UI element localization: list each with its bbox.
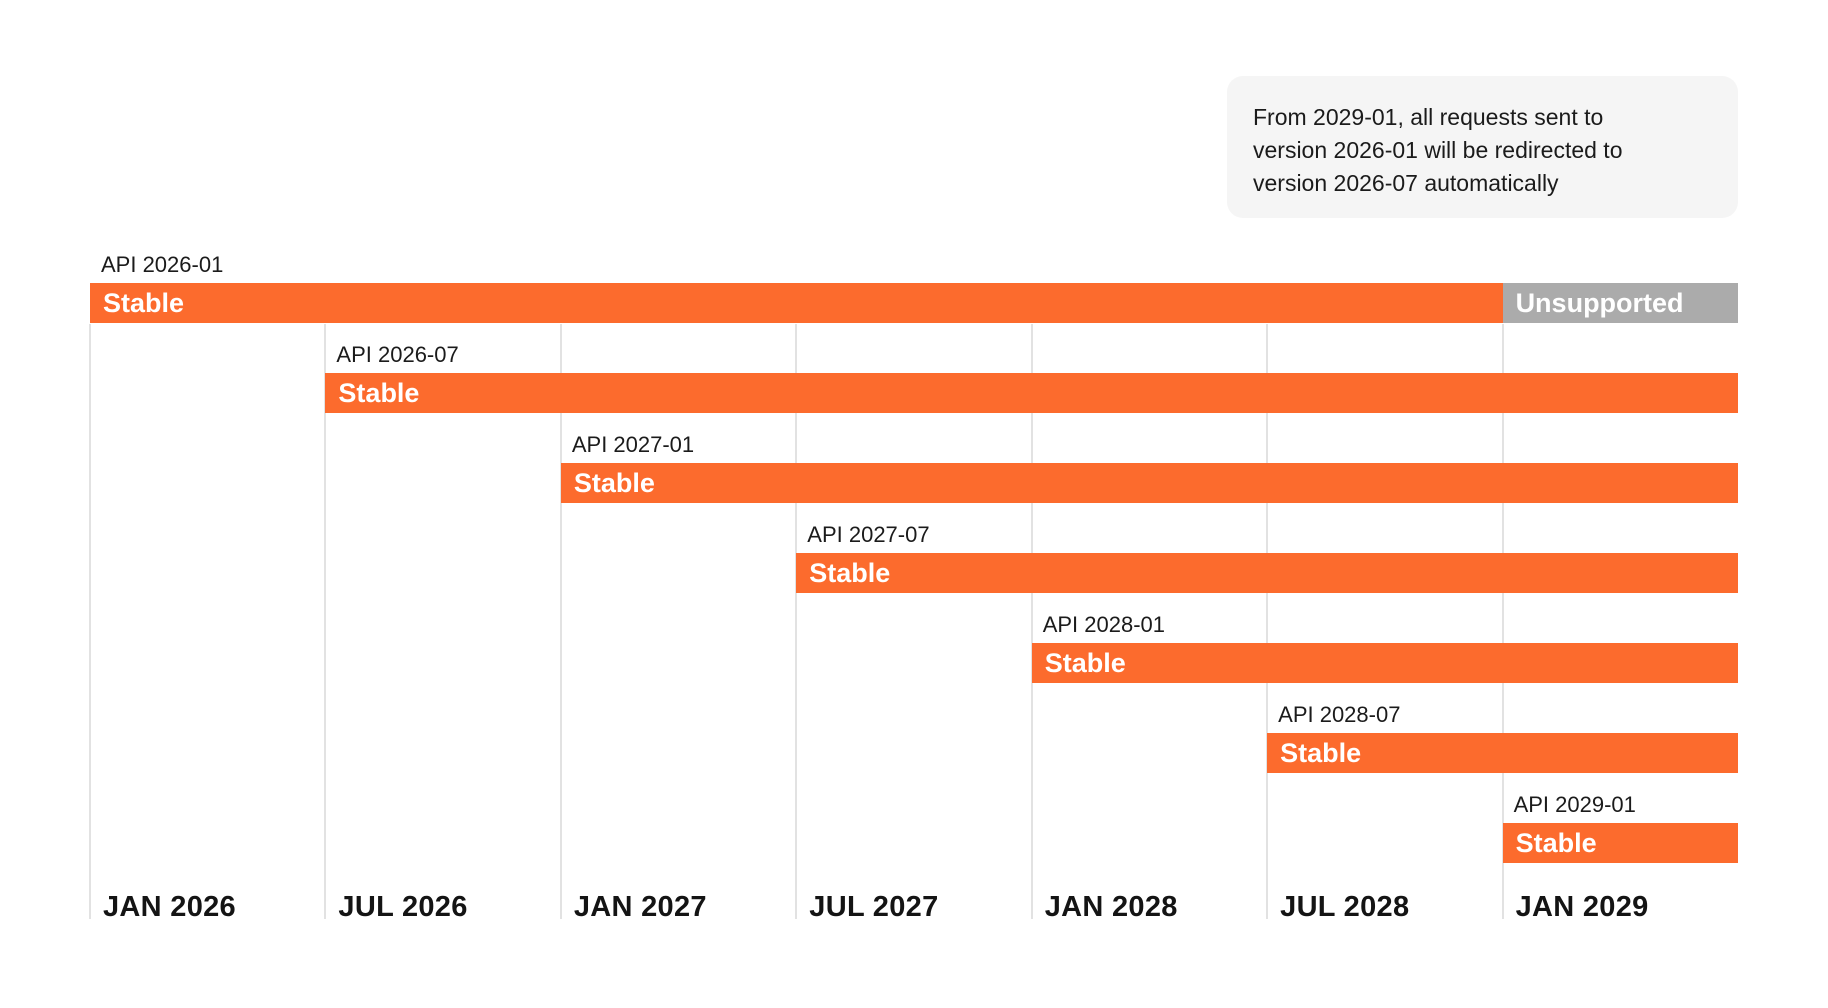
bar-segment-stable-2027-07: Stable — [796, 553, 1738, 593]
row-label-api-2028-01: API 2028-01 — [1042, 612, 1166, 637]
row-label-api-2028-07: API 2028-07 — [1278, 702, 1401, 727]
bar-segment-stable-2027-01: Stable — [560, 463, 1738, 503]
gridline-2026-01 — [89, 324, 91, 919]
axis-tick-2026-01: JAN 2026 — [103, 891, 236, 923]
redirect-note-callout: From 2029-01, all requests sent to versi… — [1227, 76, 1738, 218]
axis-tick-2027-01: JAN 2027 — [573, 891, 707, 923]
row-label-api-2027-01: API 2027-01 — [571, 432, 695, 457]
gridline-2027-07 — [795, 324, 798, 919]
row-label-api-2026-07: API 2026-07 — [336, 342, 459, 367]
gridline-2028-07 — [1266, 324, 1269, 919]
axis-tick-2028-07: JUL 2028 — [1280, 891, 1410, 923]
bar-segment-stable-2029-01: Stable — [1502, 823, 1738, 863]
bar-segment-stable-2028-07: Stable — [1267, 733, 1738, 773]
note-line-1: From 2029-01, all requests sent to — [1253, 104, 1604, 130]
row-label-api-2029-01: API 2029-01 — [1513, 792, 1636, 817]
bar-segment-stable-2026-07: Stable — [325, 373, 1738, 413]
axis-tick-2027-07: JUL 2027 — [809, 891, 939, 923]
row-label-api-2027-07: API 2027-07 — [807, 522, 930, 547]
gridline-2026-07 — [324, 324, 327, 919]
bar-segment-stable-2026-01: Stable — [90, 283, 1503, 323]
gridline-2027-01 — [559, 324, 562, 919]
row-label-api-2026-01: API 2026-01 — [101, 252, 224, 277]
gridline-2028-01 — [1030, 324, 1033, 919]
note-line-3: version 2026-07 automatically — [1253, 170, 1559, 196]
bar-segment-stable-2028-01: Stable — [1031, 643, 1738, 683]
axis-tick-2026-07: JUL 2026 — [338, 891, 468, 923]
gridline-2029-01 — [1501, 324, 1504, 919]
bar-segment-unsupported-2029-01: Unsupported — [1502, 283, 1738, 323]
axis-tick-2028-01: JAN 2028 — [1044, 891, 1178, 923]
axis-tick-2029-01: JAN 2029 — [1515, 891, 1649, 923]
note-line-2: version 2026-01 will be redirected to — [1253, 137, 1623, 163]
